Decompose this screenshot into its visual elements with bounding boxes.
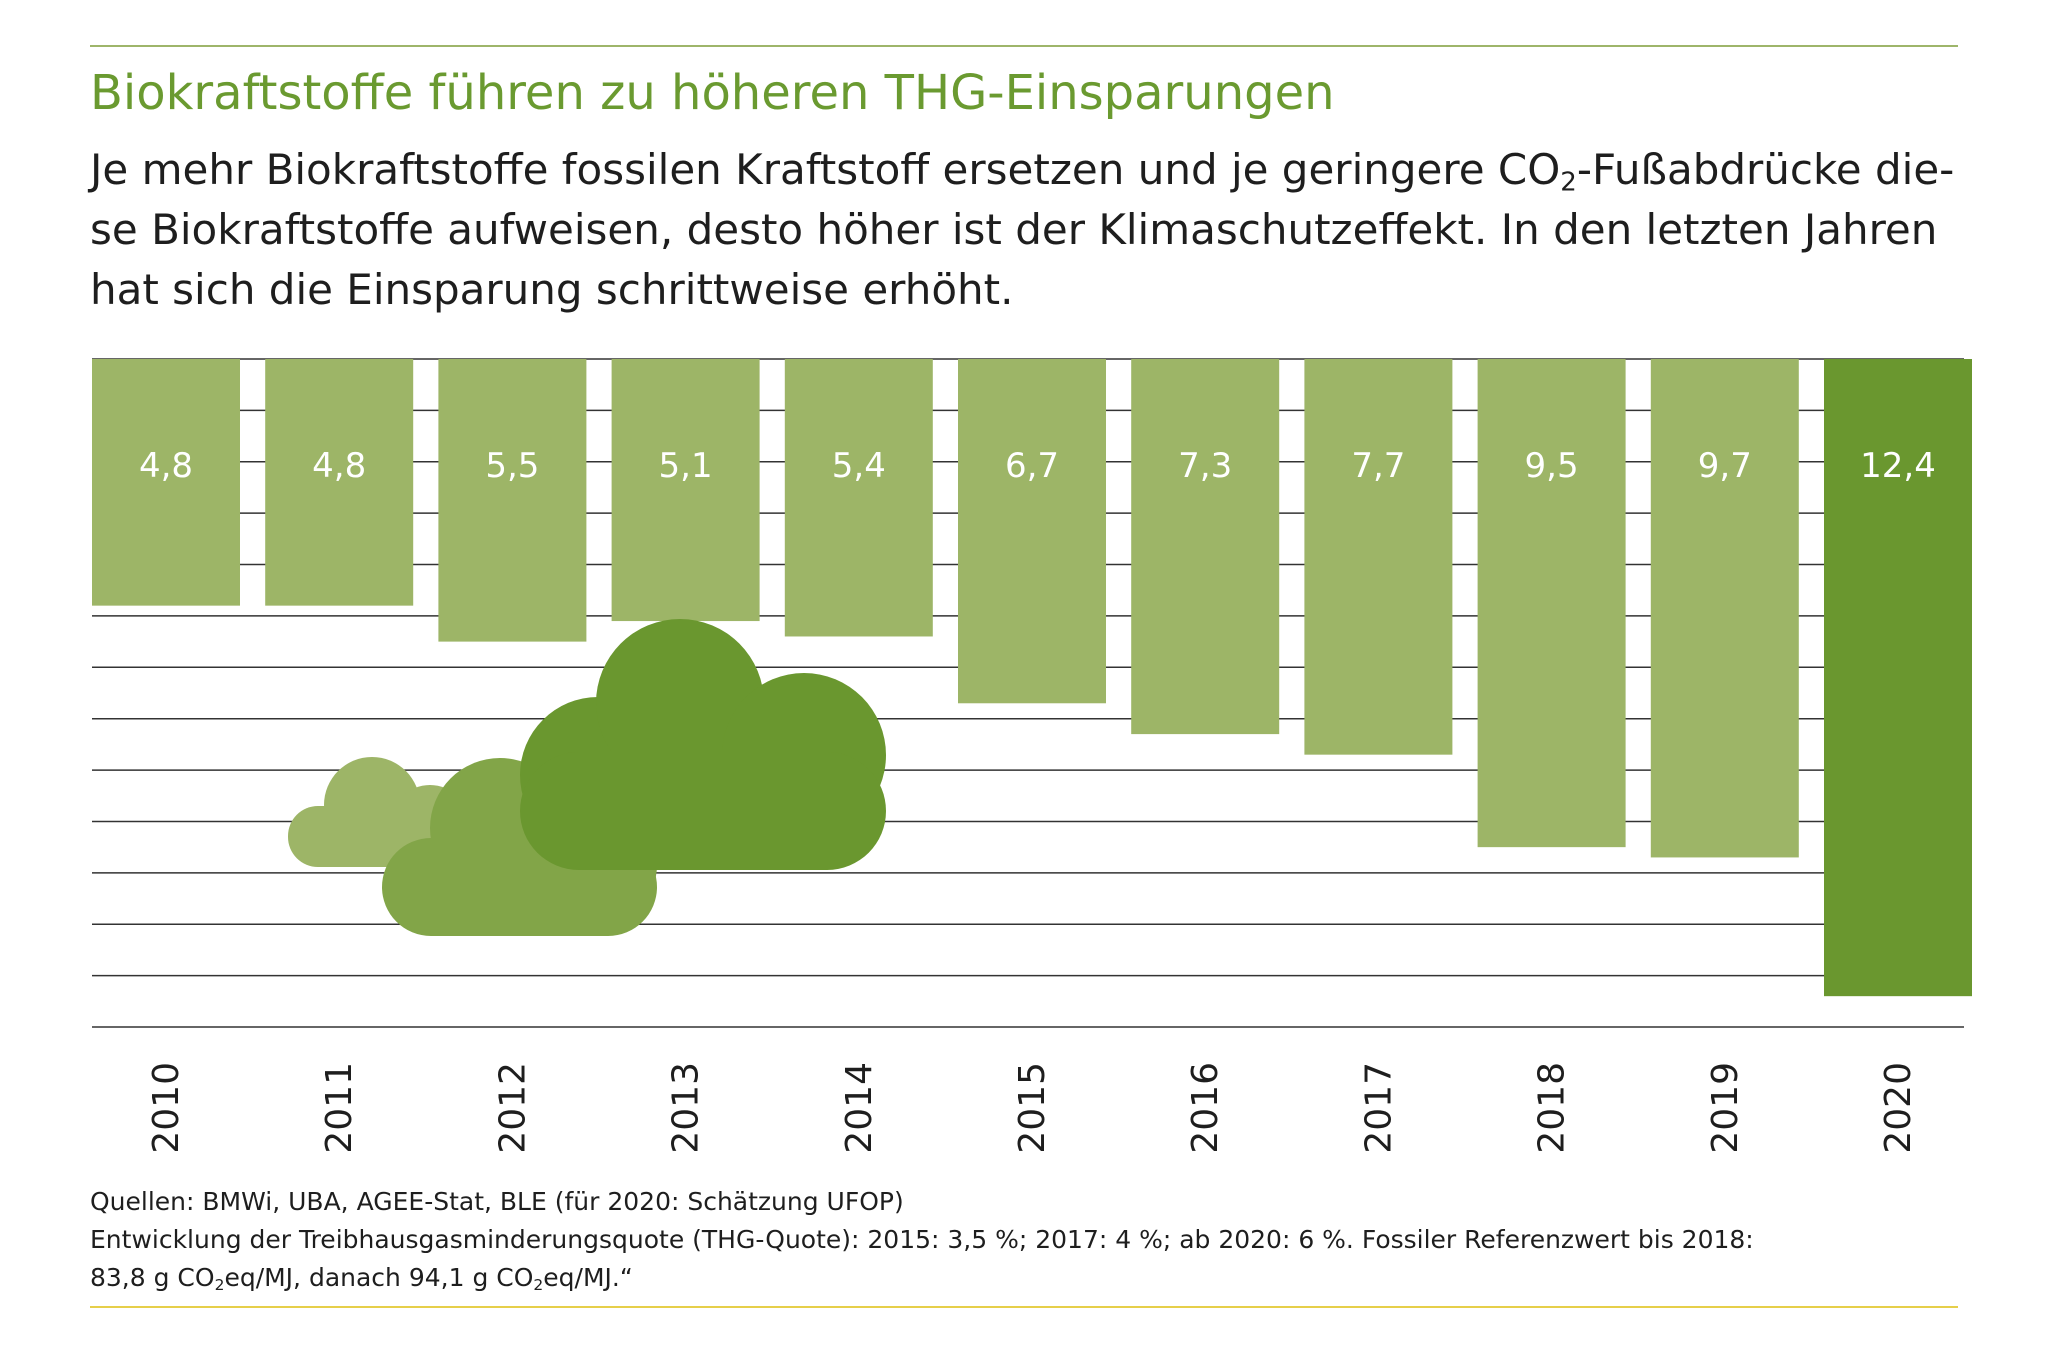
tick-label-2010: 2010 — [146, 1062, 187, 1154]
data-label-2013: 5,1 — [659, 446, 713, 486]
data-label-2018: 9,5 — [1525, 446, 1579, 486]
footnote-ref-sub2: 2 — [533, 1275, 544, 1294]
tick-label-2018: 2018 — [1532, 1062, 1573, 1154]
footnote-ref-sub1: 2 — [214, 1275, 225, 1294]
bar-2020 — [1824, 359, 1972, 997]
page-title: Biokraftstoffe führen zu höheren THG-Ein… — [90, 65, 1335, 121]
cloud-icon-large — [520, 619, 886, 870]
footnote-reference: 83,8 g CO2eq/MJ, danach 94,1 g CO2eq/MJ.… — [90, 1259, 1970, 1297]
tick-label-2017: 2017 — [1358, 1062, 1399, 1154]
tick-label-2014: 2014 — [839, 1062, 880, 1154]
data-label-2020: 12,4 — [1860, 446, 1936, 486]
tick-label-2013: 2013 — [666, 1062, 707, 1154]
footnote-sources: Quellen: BMWi, UBA, AGEE-Stat, BLE (für … — [90, 1187, 904, 1216]
data-label-2017: 7,7 — [1351, 446, 1405, 486]
subtitle: Je mehr Biokraftstoffe fossilen Kraftsto… — [90, 140, 1970, 320]
bar-2010 — [92, 359, 240, 606]
clouds-decoration — [288, 619, 886, 936]
data-label-2014: 5,4 — [832, 446, 886, 486]
tick-label-2020: 2020 — [1878, 1062, 1919, 1154]
bar-2013 — [611, 359, 760, 622]
tick-label-2015: 2015 — [1012, 1062, 1053, 1154]
bars: 4,8 4,8 5,5 5,1 5,4 6,7 7,3 7,7 9,5 9,7 12,4 — [92, 359, 1972, 997]
bar-2016 — [1131, 359, 1280, 735]
bar-2011 — [265, 359, 414, 606]
data-label-2019: 9,7 — [1698, 446, 1752, 486]
bar-2014 — [784, 359, 933, 637]
footnote: Quellen: BMWi, UBA, AGEE-Stat, BLE (für … — [90, 1183, 1970, 1297]
bottom-rule — [90, 1306, 1958, 1308]
x-axis-labels: 2010 2011 2012 2013 2014 2015 2016 2017 2018 2019… — [146, 1062, 1919, 1154]
data-label-2012: 5,5 — [485, 446, 539, 486]
top-rule — [90, 45, 1958, 47]
bar-2012 — [438, 359, 587, 642]
data-label-2015: 6,7 — [1005, 446, 1059, 486]
tick-label-2019: 2019 — [1705, 1062, 1746, 1154]
bar-2019 — [1650, 359, 1799, 858]
data-label-2016: 7,3 — [1178, 446, 1232, 486]
tick-label-2016: 2016 — [1185, 1062, 1226, 1154]
bar-2017 — [1304, 359, 1453, 755]
bar-2018 — [1477, 359, 1626, 848]
footnote-ref-a: 83,8 g CO — [90, 1263, 215, 1292]
subtitle-text-1: Je mehr Biokraftstoffe fossilen Kraftsto… — [90, 145, 1561, 194]
data-label-2011: 4,8 — [312, 446, 366, 486]
data-label-2010: 4,8 — [139, 446, 193, 486]
footnote-quota: Entwicklung der Treibhausgasminderungsqu… — [90, 1225, 1754, 1254]
footnote-ref-b: eq/MJ, danach 94,1 g CO — [224, 1263, 534, 1292]
tick-label-2011: 2011 — [319, 1062, 360, 1154]
subtitle-text-2: -Fußabdrücke die-se Biokraftstoffe aufwe… — [90, 145, 1955, 314]
footnote-ref-c: eq/MJ.“ — [543, 1263, 633, 1292]
tick-label-2012: 2012 — [492, 1062, 533, 1154]
subtitle-subscript: 2 — [1560, 167, 1577, 198]
bar-2015 — [958, 359, 1106, 704]
